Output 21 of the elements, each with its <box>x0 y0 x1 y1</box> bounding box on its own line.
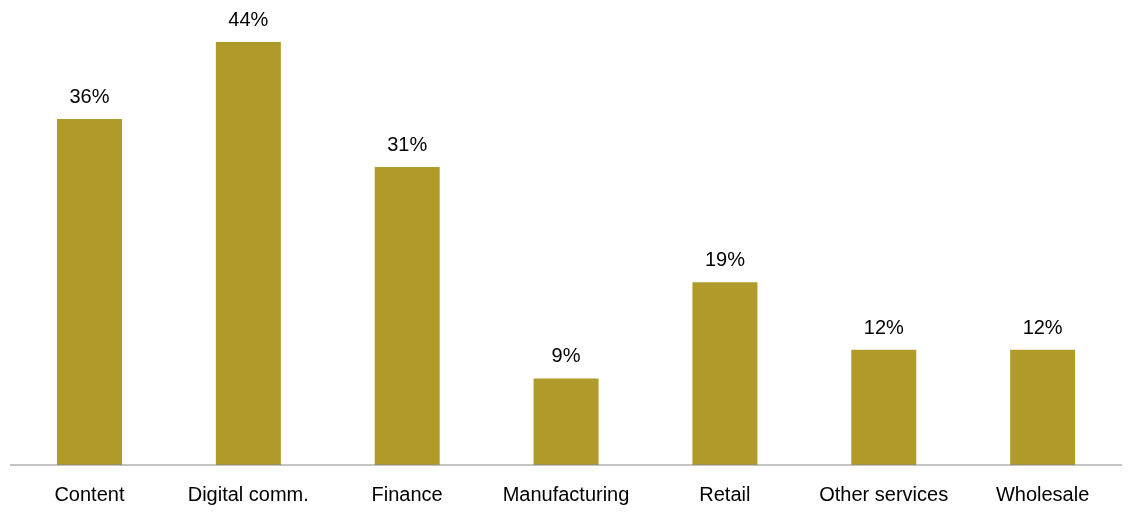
bar <box>533 378 599 465</box>
bar <box>215 42 281 465</box>
bar <box>374 166 440 465</box>
x-tick-label: Manufacturing <box>502 483 630 506</box>
bar <box>692 282 758 465</box>
x-tick-label: Digital comm. <box>187 483 309 506</box>
data-label: 19% <box>704 248 746 271</box>
data-label: 36% <box>69 84 110 107</box>
data-label: 44% <box>228 8 269 30</box>
bar <box>1010 349 1076 465</box>
x-tick-label: Finance <box>371 483 443 506</box>
bar <box>57 118 122 465</box>
x-tick-label: Other services <box>819 483 949 506</box>
data-label: 31% <box>387 132 428 155</box>
bar <box>851 349 917 465</box>
x-tick-label: Wholesale <box>995 483 1090 506</box>
x-tick-label: Retail <box>699 483 751 506</box>
data-label: 12% <box>863 315 905 338</box>
data-label: 9% <box>551 344 581 367</box>
x-tick-label: Content <box>54 483 125 506</box>
data-label: 12% <box>1022 315 1063 338</box>
